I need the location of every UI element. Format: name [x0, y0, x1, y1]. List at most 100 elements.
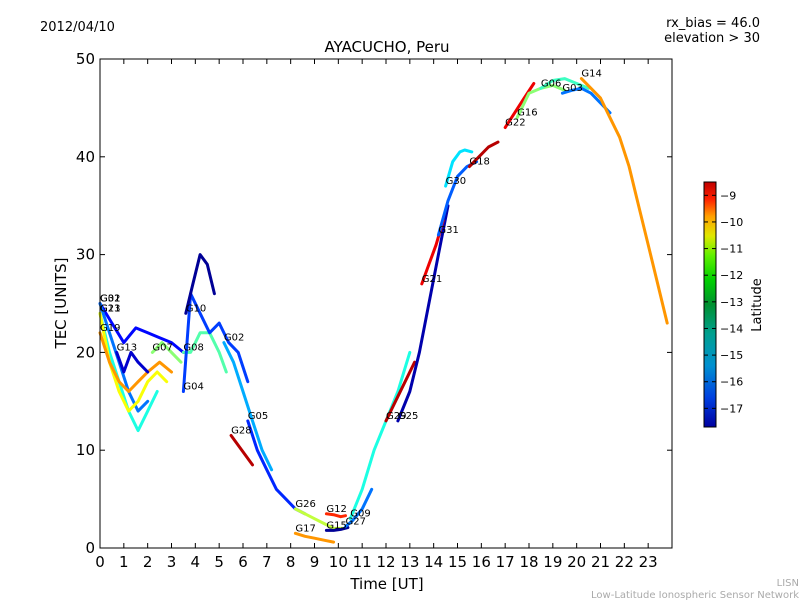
series-label: G15 [326, 520, 346, 531]
y-tick-label: 20 [76, 343, 95, 361]
x-tick-label: 11 [353, 553, 372, 571]
y-axis: 0 10 20 30 40 50 [76, 50, 672, 557]
series-label: G01 [100, 294, 120, 305]
series-line-g27 [344, 487, 374, 528]
x-axis-label: Time [UT] [349, 575, 423, 593]
series-line-g04 [181, 292, 250, 393]
series-label: G31 [438, 225, 458, 236]
series-line-g06 [539, 77, 591, 90]
x-tick-label: 15 [448, 553, 467, 571]
series-label: G09 [350, 509, 370, 520]
series-label: G30 [446, 176, 466, 187]
series-line-g25 [396, 204, 450, 423]
series-line-g30 [444, 148, 474, 188]
x-tick-label: 21 [591, 553, 610, 571]
x-tick-label: 18 [519, 553, 538, 571]
series-label: G08 [183, 342, 203, 353]
series-line-g15 [324, 526, 350, 532]
x-tick-label: 4 [191, 553, 201, 571]
series-label: G06 [541, 78, 561, 89]
x-tick-label: 16 [472, 553, 491, 571]
x-tick-label: 2 [143, 553, 153, 571]
x-axis: 0 1 2 3 4 5 6 7 8 9 10 11 12 13 14 15 16 17 18 19 20 21 22 23 [95, 59, 658, 571]
date-label: 2012/04/10 [40, 20, 115, 35]
series-line-g10 [184, 253, 216, 315]
series-line-g07 [150, 341, 183, 364]
series-label: G22 [505, 117, 525, 128]
series-label: G26 [295, 499, 315, 510]
x-tick-label: 13 [400, 553, 419, 571]
rx-bias-label: rx_bias = 46.0 [666, 16, 760, 31]
series-label: G11 [100, 303, 120, 314]
series-label: G25 [398, 411, 418, 422]
series-line-g19 [98, 331, 173, 393]
series-label: G17 [295, 523, 315, 534]
colorbar-tick-label: −14 [720, 322, 743, 335]
y-tick-label: 40 [76, 148, 95, 166]
colorbar-tick-label: −12 [720, 269, 743, 282]
series-label: G03 [562, 83, 582, 94]
series-label: G23 [100, 303, 120, 314]
series-label: G02 [224, 333, 244, 344]
series-label: G27 [345, 516, 365, 527]
x-tick-label: 19 [543, 553, 562, 571]
series-line-g13 [115, 350, 150, 374]
colorbar-tick-label: −10 [720, 216, 743, 229]
series-label: G29 [386, 411, 406, 422]
x-tick-label: 5 [214, 553, 224, 571]
colorbar-tick-label: −17 [720, 402, 743, 415]
colorbar-tick-label: −13 [720, 296, 743, 309]
x-tick-label: 8 [286, 553, 296, 571]
series-layer [98, 77, 669, 544]
series-label: G18 [469, 157, 489, 168]
x-tick-label: 10 [329, 553, 348, 571]
series-label: G32 [100, 294, 120, 305]
series-label: G12 [326, 504, 346, 515]
series-line-g02 [222, 341, 274, 472]
x-tick-label: 7 [262, 553, 272, 571]
series-label: G05 [248, 411, 268, 422]
colorbar-ticks: −9 −10 −11 −12 −13 −14 −15 −16 −17 [704, 189, 743, 415]
colorbar-label: Latitude [750, 278, 765, 332]
colorbar-tick-label: −16 [720, 376, 743, 389]
series-label: G19 [100, 323, 120, 334]
footer-org-short: LISN [777, 578, 799, 589]
x-tick-label: 12 [376, 553, 395, 571]
series-label: G21 [422, 274, 442, 285]
y-tick-label: 10 [76, 441, 95, 459]
colorbar [703, 181, 717, 428]
series-label: G04 [183, 382, 203, 393]
x-tick-label: 1 [119, 553, 129, 571]
y-tick-label: 50 [76, 50, 95, 68]
y-axis-label: TEC [UNITS] [52, 258, 70, 350]
chart-title: AYACUCHO, Peru [324, 38, 449, 56]
series-line-g22 [503, 82, 536, 129]
series-line-g01 [98, 302, 185, 354]
x-tick-label: 20 [567, 553, 586, 571]
series-line-g09 [348, 350, 412, 521]
series-line-g29 [384, 360, 417, 423]
colorbar-tick-label: −15 [720, 349, 743, 362]
x-tick-label: 0 [95, 553, 105, 571]
series-line-g26 [293, 507, 345, 530]
series-line-g28 [229, 434, 254, 467]
elevation-label: elevation > 30 [664, 31, 760, 46]
x-tick-label: 6 [238, 553, 248, 571]
footer-org-long: Low-Latitude Ionospheric Sensor Network [591, 590, 799, 600]
series-label: G16 [517, 108, 537, 119]
x-tick-label: 14 [424, 553, 443, 571]
series-line-g18 [467, 140, 500, 169]
series-line-g14 [579, 77, 669, 325]
series-line-g08 [181, 331, 228, 374]
series-label: G14 [581, 69, 601, 80]
series-label: G28 [231, 426, 251, 437]
x-tick-label: 17 [496, 553, 515, 571]
series-line-g12 [324, 512, 347, 519]
series-label: G10 [186, 303, 206, 314]
x-tick-label: 3 [167, 553, 177, 571]
colorbar-tick-label: −11 [720, 243, 743, 256]
series-label: G13 [117, 342, 137, 353]
y-tick-label: 30 [76, 246, 95, 264]
